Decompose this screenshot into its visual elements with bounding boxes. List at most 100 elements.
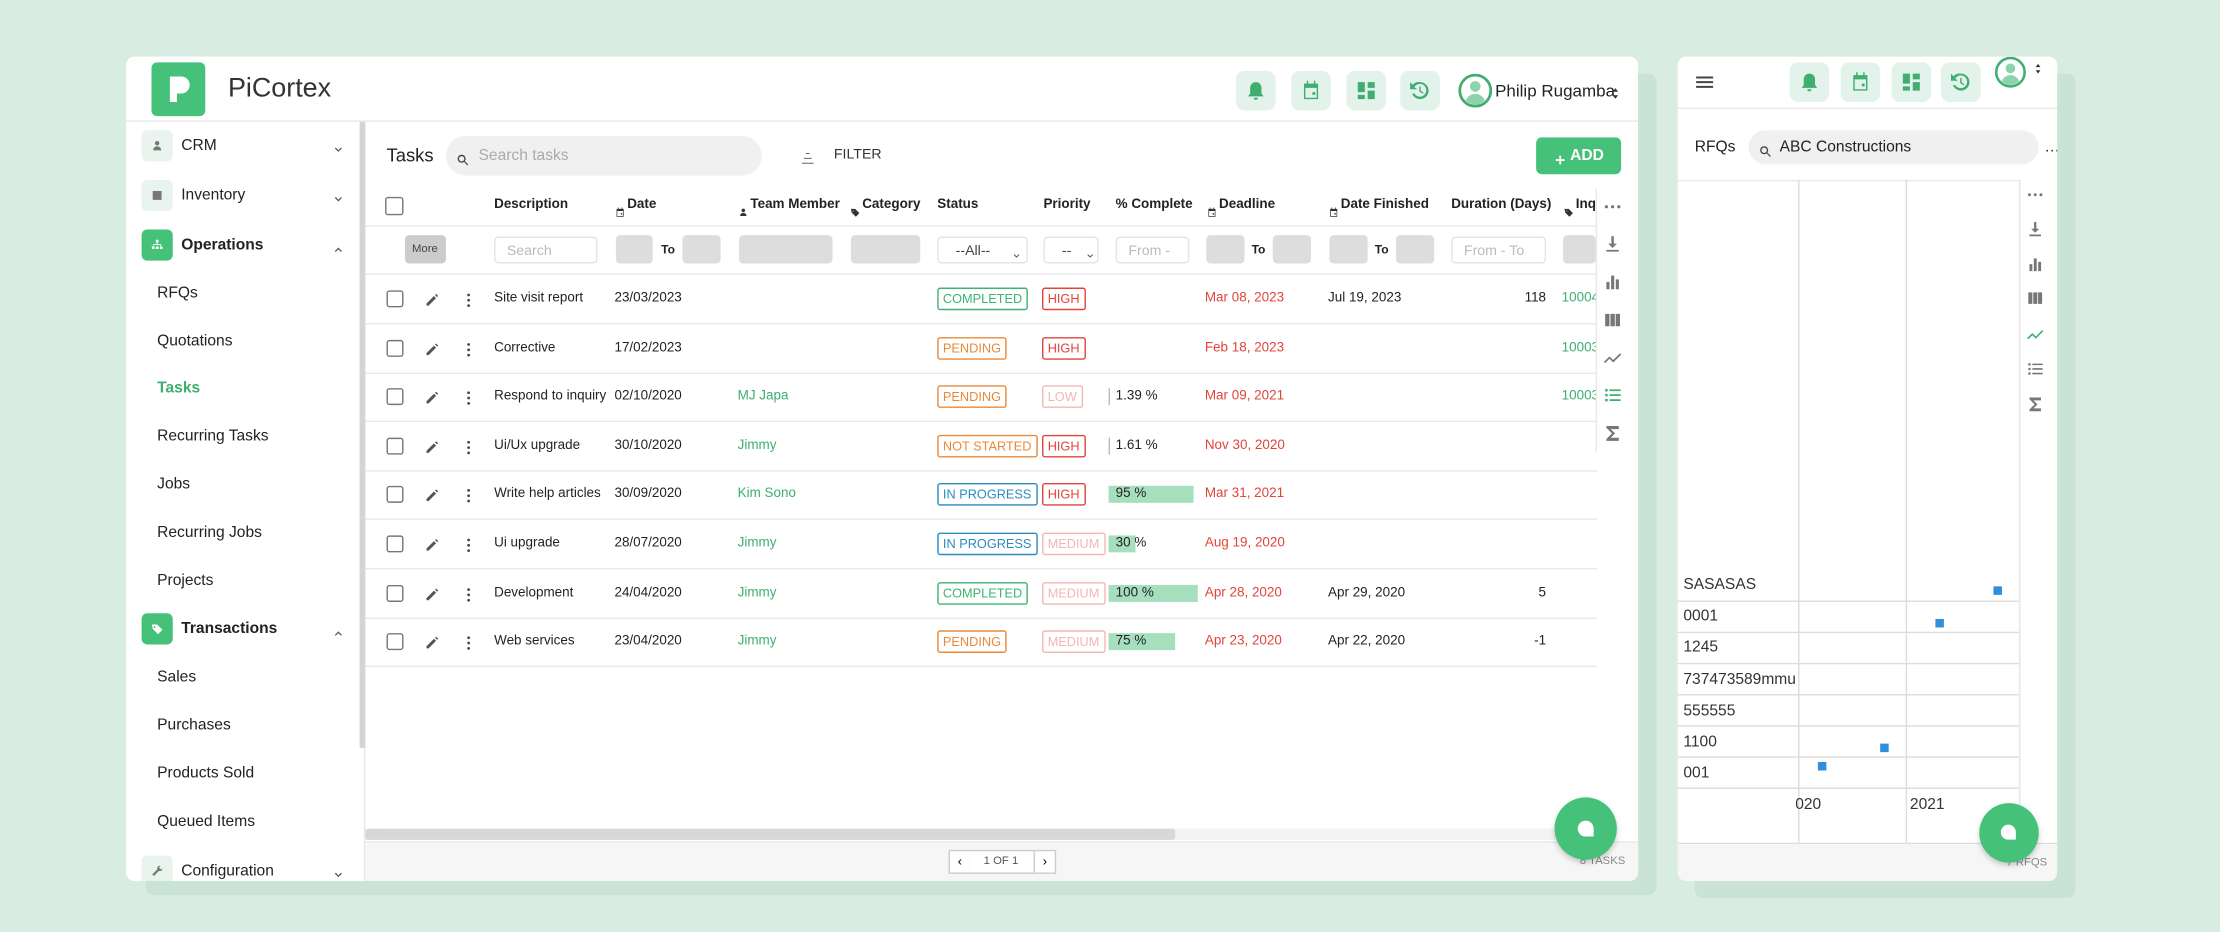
- edit-icon[interactable]: [423, 633, 440, 650]
- menu-item[interactable]: Recurring Jobs: [157, 524, 262, 542]
- chat-button[interactable]: [1554, 797, 1617, 860]
- toolbar-button[interactable]: [2026, 255, 2044, 273]
- search-box[interactable]: Search tasks: [445, 135, 762, 176]
- menu-item[interactable]: Sales: [157, 668, 197, 686]
- inquiry-link[interactable]: 10003: [1561, 339, 1596, 355]
- filter-icon[interactable]: [800, 147, 816, 164]
- header-button[interactable]: [1235, 70, 1276, 111]
- column-header[interactable]: Status: [937, 196, 979, 213]
- checkbox[interactable]: [386, 633, 404, 651]
- row-menu[interactable]: [460, 339, 477, 356]
- priority-select[interactable]: --: [1043, 236, 1099, 264]
- add-button[interactable]: ADD: [1536, 137, 1622, 175]
- column-header[interactable]: % Complete: [1115, 196, 1193, 213]
- edit-icon[interactable]: [423, 535, 440, 552]
- menu-item[interactable]: Recurring Tasks: [157, 427, 269, 445]
- toolbar-button[interactable]: [1603, 234, 1623, 254]
- menu-group[interactable]: Operations: [181, 236, 264, 254]
- toolbar-button[interactable]: [1603, 197, 1623, 217]
- checkbox[interactable]: [386, 339, 404, 357]
- toolbar-button[interactable]: [1603, 272, 1623, 292]
- header-button[interactable]: [1891, 62, 1932, 102]
- toolbar-button[interactable]: [2026, 289, 2044, 307]
- prev-page[interactable]: ‹: [948, 849, 972, 874]
- menu-button[interactable]: [1693, 71, 1716, 94]
- row-menu[interactable]: [460, 584, 477, 602]
- filter-box[interactable]: [1563, 235, 1596, 264]
- menu-group[interactable]: CRM: [181, 137, 217, 155]
- filter-box[interactable]: [1395, 235, 1435, 264]
- inquiry-link[interactable]: 10003: [1561, 388, 1596, 404]
- toolbar-button[interactable]: [1603, 310, 1623, 330]
- menu-item[interactable]: Products Sold: [157, 764, 255, 782]
- filter-box[interactable]: [739, 235, 833, 264]
- filter-box[interactable]: [1329, 235, 1368, 264]
- toolbar-button[interactable]: [2026, 324, 2044, 342]
- row-menu[interactable]: [460, 437, 477, 454]
- filter-box[interactable]: [682, 235, 721, 264]
- column-header[interactable]: Deadline: [1219, 196, 1276, 213]
- inquiry-link[interactable]: 10004: [1561, 290, 1596, 306]
- header-button[interactable]: [1400, 70, 1440, 111]
- toolbar-button[interactable]: [2026, 360, 2044, 378]
- row-menu[interactable]: [460, 633, 477, 651]
- next-page[interactable]: ›: [1033, 849, 1057, 874]
- filter-box[interactable]: [850, 235, 921, 264]
- toolbar-button[interactable]: [2026, 186, 2044, 204]
- menu-item[interactable]: Jobs: [157, 475, 191, 493]
- menu-group[interactable]: Transactions: [181, 620, 278, 638]
- row-menu[interactable]: [460, 535, 477, 553]
- column-header[interactable]: Priority: [1043, 196, 1091, 213]
- column-header[interactable]: Category: [862, 196, 921, 213]
- header-button[interactable]: [1840, 62, 1881, 102]
- row-menu[interactable]: [460, 290, 477, 307]
- toolbar-button[interactable]: [1603, 424, 1623, 444]
- column-header[interactable]: Duration (Days): [1451, 196, 1552, 213]
- filter-box[interactable]: [1206, 235, 1245, 264]
- column-header[interactable]: Team Member: [750, 196, 840, 213]
- user-name[interactable]: Philip Rugamba: [1495, 80, 1616, 101]
- toolbar-button[interactable]: [2026, 395, 2044, 413]
- checkbox[interactable]: [386, 290, 404, 308]
- filter-box[interactable]: [615, 235, 653, 264]
- menu-item[interactable]: Purchases: [157, 716, 231, 734]
- toolbar-button[interactable]: [2026, 220, 2044, 238]
- menu-group[interactable]: Configuration: [181, 862, 274, 880]
- menu-item[interactable]: Quotations: [157, 332, 233, 350]
- edit-icon[interactable]: [423, 437, 440, 454]
- header-button[interactable]: [1346, 70, 1387, 111]
- checkbox[interactable]: [386, 535, 404, 553]
- edit-icon[interactable]: [423, 486, 440, 503]
- column-header[interactable]: Inq: [1575, 196, 1596, 213]
- checkbox[interactable]: [386, 584, 404, 602]
- header-button[interactable]: [1291, 70, 1331, 111]
- edit-icon[interactable]: [423, 584, 440, 601]
- column-header[interactable]: Date Finished: [1340, 196, 1429, 213]
- menu-item[interactable]: RFQs: [157, 284, 198, 302]
- menu-item[interactable]: Queued Items: [157, 813, 255, 831]
- menu-item[interactable]: Tasks: [157, 379, 201, 397]
- checkbox[interactable]: [385, 196, 404, 216]
- status-select[interactable]: --All--: [937, 236, 1028, 264]
- row-menu[interactable]: [460, 486, 477, 503]
- checkbox[interactable]: [386, 388, 404, 406]
- more-button[interactable]: More: [404, 235, 446, 264]
- search-box[interactable]: ABC Constructions: [1748, 130, 2039, 165]
- checkbox[interactable]: [386, 437, 404, 455]
- edit-icon[interactable]: [423, 388, 440, 405]
- toolbar-button[interactable]: [1603, 385, 1623, 405]
- filter-box[interactable]: [1272, 235, 1312, 264]
- edit-icon[interactable]: [423, 290, 440, 307]
- edit-icon[interactable]: [423, 339, 440, 356]
- chat-button[interactable]: [1979, 803, 2039, 863]
- complete-input[interactable]: From -: [1115, 236, 1190, 264]
- column-header[interactable]: Date: [627, 196, 657, 213]
- checkbox[interactable]: [386, 486, 404, 504]
- header-button[interactable]: [1789, 62, 1830, 102]
- menu-group[interactable]: Inventory: [181, 186, 246, 204]
- column-header[interactable]: Description: [494, 196, 569, 213]
- toolbar-button[interactable]: [1603, 347, 1623, 367]
- menu-item[interactable]: Projects: [157, 572, 214, 590]
- row-menu[interactable]: [460, 388, 477, 405]
- duration-input[interactable]: From - To: [1451, 236, 1547, 264]
